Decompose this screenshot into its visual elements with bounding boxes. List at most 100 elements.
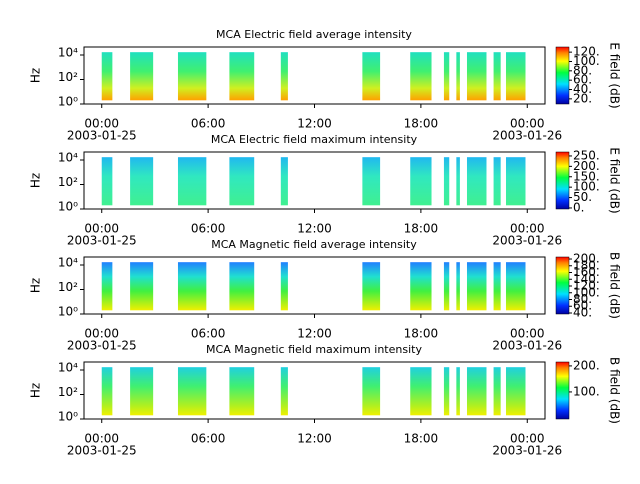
colorbar-tick-label: 60. (573, 73, 592, 87)
data-block (505, 367, 526, 416)
data-block (466, 52, 487, 101)
data-block (443, 157, 450, 206)
x-tick-label: 06:00 (191, 432, 226, 446)
colorbar-tick-label: 80. (573, 63, 592, 77)
x-tick-label: 00:00 (510, 432, 545, 446)
colorbar-tick-label: 120. (573, 279, 600, 293)
y-tick-label: 10² (58, 280, 78, 294)
data-block (229, 262, 255, 311)
x-tick-label: 00:00 (84, 117, 119, 131)
x-tick-label: 12:00 (297, 117, 332, 131)
data-block (410, 367, 432, 416)
data-block (362, 52, 381, 101)
data-block (101, 262, 113, 311)
x-tick-label: 12:00 (297, 432, 332, 446)
x-date-label: 2003-01-26 (492, 129, 562, 143)
data-block (466, 262, 487, 311)
x-tick-label: 00:00 (510, 117, 545, 131)
data-block (177, 367, 207, 416)
data-block (280, 367, 288, 416)
data-block (229, 157, 255, 206)
panel-title: MCA Electric field maximum intensity (211, 133, 418, 146)
data-block (130, 52, 154, 101)
colorbar-tick-label: 0. (573, 200, 584, 214)
colorbar-tick-label: 100. (573, 54, 600, 68)
data-block (101, 52, 113, 101)
x-tick-label: 18:00 (404, 327, 439, 341)
data-block (362, 367, 381, 416)
data-block (229, 52, 255, 101)
colorbar (555, 151, 570, 210)
data-block (130, 262, 154, 311)
colorbar (555, 46, 570, 105)
data-block (101, 157, 113, 206)
y-tick-label: 10⁴ (58, 46, 78, 60)
x-tick-label: 00:00 (84, 432, 119, 446)
y-axis-label: Hz (29, 68, 43, 83)
data-block (493, 157, 501, 206)
colorbar-tick-label: 80. (573, 292, 592, 306)
colorbar-label: B field (dB) (608, 357, 622, 424)
y-tick-label: 10² (58, 70, 78, 84)
x-date-label: 2003-01-26 (492, 444, 562, 458)
x-tick-label: 06:00 (191, 327, 226, 341)
data-block (410, 52, 432, 101)
data-block (443, 262, 450, 311)
data-block (505, 52, 526, 101)
colorbar-tick-label: 180. (573, 258, 600, 272)
x-tick-label: 12:00 (297, 327, 332, 341)
x-tick-label: 00:00 (84, 327, 119, 341)
data-block (410, 157, 432, 206)
colorbar-label: E field (dB) (608, 42, 622, 108)
y-axis-label: Hz (29, 383, 43, 398)
colorbar-tick-label: 120. (573, 45, 600, 59)
y-tick-label: 10⁰ (58, 305, 78, 319)
colorbar-tick-label: 60. (573, 299, 592, 313)
data-block (456, 262, 460, 311)
data-block (466, 367, 487, 416)
data-block (466, 157, 487, 206)
data-block (443, 367, 450, 416)
colorbar-tick-label: 200. (573, 358, 600, 372)
colorbar-tick-label: 100. (573, 384, 600, 398)
data-block (130, 367, 154, 416)
panel-title: MCA Magnetic field maximum intensity (206, 343, 422, 356)
x-tick-label: 18:00 (404, 432, 439, 446)
y-tick-label: 10⁰ (58, 410, 78, 424)
y-axis-label: Hz (29, 173, 43, 188)
colorbar-tick-label: 200. (573, 159, 600, 173)
data-block (362, 262, 381, 311)
data-block (505, 262, 526, 311)
colorbar-tick-label: 250. (573, 148, 600, 162)
x-date-label: 2003-01-26 (492, 234, 562, 248)
x-tick-label: 18:00 (404, 117, 439, 131)
data-block (280, 52, 288, 101)
data-block (456, 52, 460, 101)
data-block (362, 157, 381, 206)
data-block (101, 367, 113, 416)
data-block (177, 52, 207, 101)
colorbar-tick-label: 200. (573, 252, 600, 266)
data-block (177, 262, 207, 311)
y-axis-label: Hz (29, 278, 43, 293)
x-date-label: 2003-01-25 (67, 339, 137, 353)
colorbar-label: B field (dB) (608, 252, 622, 319)
data-block (229, 367, 255, 416)
data-block (130, 157, 154, 206)
colorbar-tick-label: 100. (573, 285, 600, 299)
colorbar-tick-label: 150. (573, 169, 600, 183)
colorbar (555, 256, 570, 315)
y-tick-label: 10⁴ (58, 256, 78, 270)
data-block (177, 157, 207, 206)
panel-title: MCA Electric field average intensity (216, 28, 412, 41)
y-tick-label: 10⁴ (58, 361, 78, 375)
panel-title: MCA Magnetic field average intensity (211, 238, 417, 251)
colorbar-label: E field (dB) (608, 147, 622, 213)
colorbar-tick-label: 20. (573, 91, 592, 105)
y-tick-label: 10⁴ (58, 151, 78, 165)
data-block (443, 52, 450, 101)
x-date-label: 2003-01-25 (67, 444, 137, 458)
data-block (505, 157, 526, 206)
